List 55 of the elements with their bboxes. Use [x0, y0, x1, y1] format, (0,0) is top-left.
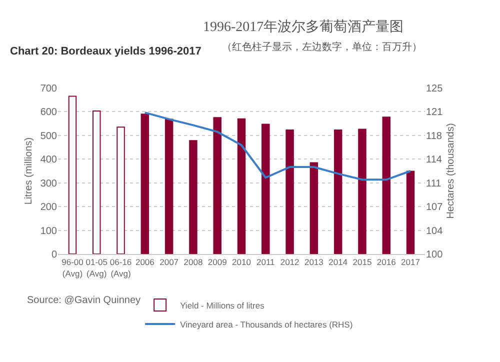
bar [164, 118, 174, 254]
bar [92, 110, 101, 254]
chart-subtitle: 1996-2017年波尔多葡萄酒产量图 [203, 19, 404, 35]
bar [140, 114, 150, 254]
y-tick-label: 600 [40, 107, 58, 118]
y2-tick-label: 125 [426, 84, 444, 94]
legend-label: Yield - Millions of litres [180, 300, 264, 310]
bar [189, 140, 198, 254]
y-tick-label: 100 [40, 226, 58, 237]
bar [286, 129, 294, 254]
chart-title: Chart 20: Bordeaux yields 1996-2017 [10, 46, 202, 58]
y2-tick-label: 118 [426, 130, 442, 142]
y2-tick-label: 114 [426, 154, 442, 166]
y2-tick-label: 100 [426, 250, 444, 260]
bar [237, 118, 246, 254]
x-tick-label: 2014 [328, 257, 348, 268]
bar [334, 129, 342, 254]
x-tick-label: 2009 [208, 257, 228, 268]
x-tick-label: 06-16 (Avg) [110, 257, 132, 278]
x-tick-label: 2008 [184, 257, 203, 268]
y-tick-label: 500 [40, 130, 58, 142]
x-tick-label: 2017 [401, 257, 420, 268]
y-axis-title: Litres (millions) [23, 137, 34, 205]
y-tick-label: 300 [40, 178, 58, 190]
x-tick-label: 2016 [376, 257, 396, 268]
bar [358, 128, 366, 254]
bar [213, 117, 222, 254]
bar [116, 126, 125, 254]
x-tick-label: 2006 [135, 257, 155, 268]
bar [310, 162, 318, 254]
y2-tick-label: 104 [426, 226, 444, 237]
y-tick-label: 0 [51, 250, 58, 260]
line-series [144, 112, 412, 181]
x-tick-label: 96-00 (Avg) [62, 257, 84, 278]
legend-label: Vineyard area - Thousands of hectares (RHS) [180, 319, 353, 330]
bar [68, 96, 77, 254]
y-tick-label: 700 [40, 84, 58, 94]
x-tick-label: 2010 [232, 257, 252, 268]
y2-tick-label: 111 [426, 178, 442, 190]
bar [262, 124, 270, 254]
y2-axis-title: Hectares (thousands) [446, 123, 457, 219]
y2-tick-label: 107 [426, 202, 444, 214]
bar [382, 116, 390, 254]
x-tick-label: 01-05 (Avg) [86, 257, 108, 278]
x-tick-label: 2007 [160, 257, 179, 268]
y-tick-label: 200 [40, 202, 58, 214]
x-tick-label: 2011 [256, 257, 276, 268]
y-tick-label: 400 [40, 154, 58, 166]
x-tick-label: 2013 [304, 257, 324, 268]
x-tick-label: 2015 [352, 257, 372, 268]
text: （红色柱子显示，左边数字，单位：百万升） [222, 41, 422, 53]
bar [406, 170, 415, 254]
source-note: Source: @Gavin Quinney [27, 295, 141, 306]
x-tick-label: 2012 [280, 257, 300, 268]
y2-tick-label: 121 [426, 107, 444, 118]
